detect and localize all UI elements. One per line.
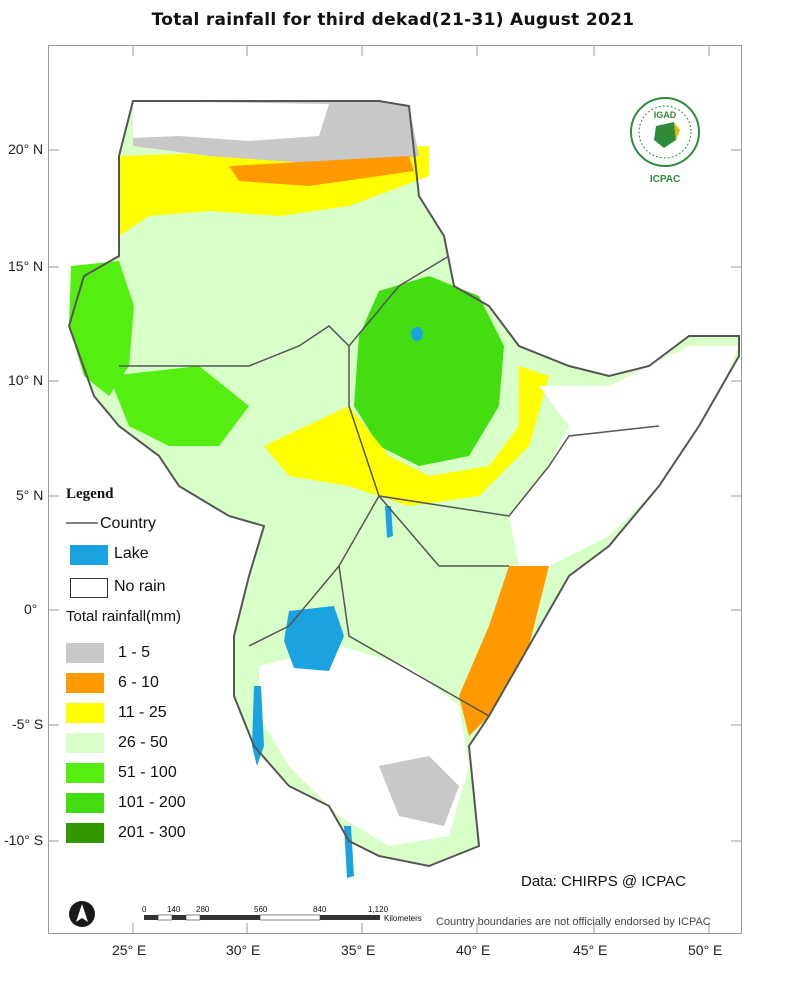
swatch-101-200: [66, 793, 104, 813]
legend-lake-label: Lake: [114, 545, 149, 562]
legend-title: Legend: [66, 486, 114, 502]
scale-tick-140: 140: [167, 905, 181, 914]
north-arrow-icon: [68, 900, 96, 928]
legend-country-label: Country: [100, 515, 157, 532]
swatch-1-5: [66, 643, 104, 663]
scale-tick-1120: 1,120: [368, 905, 389, 914]
scale-tick-280: 280: [196, 905, 210, 914]
legend-class-201-300: 201 - 300: [118, 824, 186, 841]
no-rain-north: [133, 101, 329, 141]
rain-band-51-100-ethiopia: [354, 276, 504, 466]
swatch-201-300: [66, 823, 104, 843]
lake-victoria: [284, 606, 344, 671]
country-line-swatch: [66, 522, 98, 524]
map-title: Total rainfall for third dekad(21-31) Au…: [151, 10, 635, 30]
lake-malawi: [344, 826, 354, 878]
lon-label-50e: 50° E: [688, 942, 723, 958]
lon-label-40e: 40° E: [456, 942, 491, 958]
scale-unit: Kilometers: [384, 914, 422, 923]
lon-label-30e: 30° E: [226, 942, 261, 958]
disclaimer: Country boundaries are not officially en…: [436, 916, 711, 928]
scale-tick-0: 0: [142, 905, 147, 914]
scale-tick-840: 840: [313, 905, 327, 914]
legend-class-26-50: 26 - 50: [118, 734, 168, 751]
no-rain-swatch: [70, 578, 108, 598]
lat-label-5n: 5° N: [16, 487, 44, 503]
lat-label-5s: -5° S: [12, 716, 44, 732]
rain-band-1-5-tanzania: [379, 756, 459, 826]
scale-tick-560: 560: [254, 905, 268, 914]
lat-label-15n: 15° N: [8, 258, 44, 274]
legend-class-51-100: 51 - 100: [118, 764, 177, 781]
internal-borders: [119, 255, 660, 717]
logo-igad-text: IGAD: [654, 110, 677, 120]
no-rain-horn: [509, 346, 739, 566]
swatch-51-100: [66, 763, 104, 783]
legend-class-101-200: 101 - 200: [118, 794, 186, 811]
legend-class-11-25: 11 - 25: [118, 704, 167, 721]
lake-swatch: [70, 545, 108, 565]
legend-no-rain-label: No rain: [114, 578, 166, 595]
legend-class-6-10: 6 - 10: [118, 674, 159, 691]
lake-tana: [411, 327, 423, 341]
swatch-6-10: [66, 673, 104, 693]
logo-icpac-text: ICPAC: [650, 174, 680, 185]
lat-label-20n: 20° N: [8, 141, 44, 157]
lat-label-10s: -10° S: [4, 832, 44, 848]
legend-class-1-5: 1 - 5: [118, 644, 151, 661]
rain-band-51-100-west: [69, 261, 134, 396]
map-frame: [48, 45, 742, 934]
swatch-26-50: [66, 733, 104, 753]
legend: Legend Country Lake No rain Total rainfa…: [66, 486, 246, 846]
scale-bar: 0 140 280 560 840 1,120 Kilometers: [140, 905, 440, 929]
lat-label-0: 0°: [24, 601, 38, 617]
igad-icpac-logo: IGAD ICPAC: [628, 96, 702, 186]
lon-label-25e: 25° E: [112, 942, 147, 958]
lon-label-35e: 35° E: [341, 942, 376, 958]
legend-total-rainfall-label: Total rainfall(mm): [66, 608, 182, 625]
rainfall-map: [49, 46, 741, 933]
lake-turkana: [385, 506, 393, 538]
rain-band-6-10-north: [229, 156, 414, 186]
rain-band-11-25-ethiopia: [264, 366, 549, 506]
lon-label-45e: 45° E: [573, 942, 608, 958]
data-credit: Data: CHIRPS @ ICPAC: [521, 873, 686, 890]
swatch-11-25: [66, 703, 104, 723]
lat-label-10n: 10° N: [8, 372, 44, 388]
rain-band-6-10-coast: [459, 566, 549, 736]
rain-band-51-100-southsudan: [109, 366, 249, 446]
country-borders: [67, 100, 740, 868]
